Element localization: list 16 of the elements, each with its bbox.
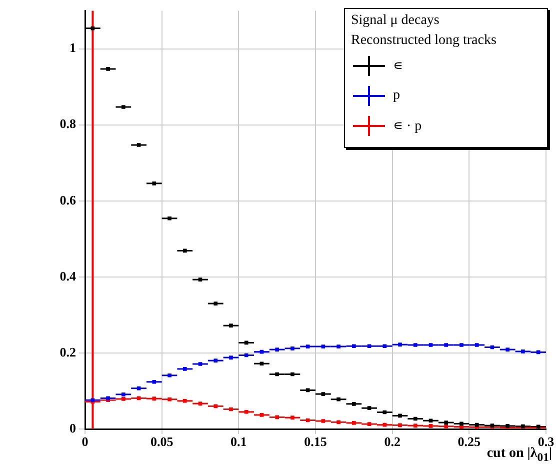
x-tick-label: 0 <box>82 434 88 450</box>
x-tick-label: 0.1 <box>230 434 247 450</box>
x-tick-label: 0.25 <box>458 434 482 450</box>
y-tick-label: 0.2 <box>60 344 76 360</box>
legend-title: Signal μ decays Reconstructed long tracks <box>351 12 498 50</box>
y-tick-label: 1 <box>70 40 76 56</box>
y-tick-label: 0.4 <box>60 268 76 284</box>
y-tick-label: 0.8 <box>60 116 76 132</box>
legend-label: ∊ · p <box>393 118 422 135</box>
legend-label: p <box>393 88 400 104</box>
y-tick-label: 0 <box>70 420 76 436</box>
x-tick-label: 0.2 <box>384 434 400 450</box>
x-tick-label: 0.05 <box>150 434 174 450</box>
y-tick-label: 0.6 <box>60 192 76 208</box>
legend-label: ∊ <box>393 58 403 75</box>
x-tick-label: 0.15 <box>304 434 328 450</box>
